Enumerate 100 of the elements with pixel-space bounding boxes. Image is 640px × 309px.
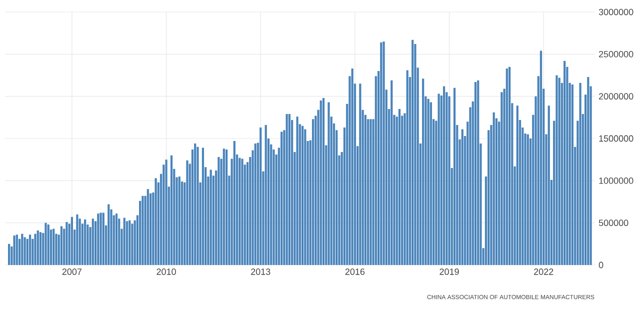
bar [328, 102, 330, 265]
bar [70, 216, 73, 265]
bar [123, 218, 126, 265]
bar [579, 82, 582, 265]
x-tick-label: 2022 [534, 268, 554, 275]
bar [100, 212, 102, 265]
bar [304, 129, 306, 265]
bar [571, 84, 574, 265]
bar [438, 94, 440, 265]
bar [226, 149, 228, 265]
bar [548, 106, 550, 265]
x-tick-label: 2007 [62, 268, 82, 275]
bar [196, 146, 199, 265]
y-tick-label: 2000000 [598, 93, 634, 100]
bar [500, 92, 503, 265]
bar [370, 119, 372, 265]
bar [254, 144, 256, 265]
bar [76, 214, 78, 265]
y-tick-label: 3000000 [598, 8, 634, 16]
bar [97, 214, 100, 265]
bar [8, 244, 10, 265]
bar [558, 78, 560, 265]
bar [264, 125, 267, 265]
bar [178, 176, 180, 265]
bar [102, 212, 104, 265]
bar [36, 230, 39, 265]
bar [202, 148, 204, 265]
bar [150, 193, 152, 265]
bar [26, 238, 28, 265]
bar [556, 75, 558, 265]
bar [461, 129, 464, 265]
bar [587, 76, 590, 265]
bar [390, 80, 393, 265]
bar [301, 126, 304, 265]
bar [238, 158, 241, 265]
bar [312, 119, 314, 265]
bar [508, 66, 511, 265]
bar [84, 219, 86, 265]
bar [146, 189, 149, 265]
bar [430, 102, 432, 265]
bar [564, 60, 566, 265]
bar [78, 218, 81, 265]
bar [47, 224, 50, 265]
bar [142, 196, 144, 265]
bar [398, 108, 401, 265]
y-tick-label: 1000000 [599, 177, 634, 184]
bar [516, 106, 518, 265]
bar [241, 158, 244, 265]
bar [359, 84, 362, 265]
y-tick-label: 500000 [598, 220, 628, 226]
bar [406, 70, 408, 265]
bar [526, 134, 529, 265]
bar [194, 144, 196, 265]
bar [492, 112, 495, 265]
y-tick-label: 1500000 [599, 135, 634, 142]
bar [260, 128, 262, 265]
bar [477, 80, 480, 265]
bar [320, 100, 322, 265]
bar [92, 218, 94, 265]
bar [351, 68, 354, 265]
bar [474, 82, 477, 265]
bar [24, 237, 26, 265]
bar [60, 226, 63, 265]
bar [412, 40, 414, 265]
bar [210, 170, 212, 265]
bar [170, 155, 173, 265]
bar [218, 157, 220, 265]
y-tick-label: 0 [598, 262, 604, 268]
bar [126, 221, 128, 265]
x-tick-label: 2010 [156, 268, 176, 275]
bar [21, 234, 24, 265]
bar [115, 214, 118, 265]
bar [165, 160, 168, 265]
bar [448, 96, 450, 265]
bar [128, 220, 131, 265]
bar [131, 224, 134, 265]
bar [28, 234, 32, 265]
bar [52, 228, 55, 265]
bar [13, 235, 16, 265]
bar [382, 42, 385, 265]
bar [233, 141, 236, 265]
bar [108, 204, 110, 265]
bar [442, 86, 446, 265]
y-tick-label: 2500000 [598, 50, 634, 58]
bar [66, 222, 68, 265]
bar [540, 50, 542, 265]
x-tick-label: 2013 [251, 268, 270, 275]
bar [380, 42, 382, 265]
bar [414, 44, 416, 265]
bar [286, 114, 288, 265]
bar [280, 132, 283, 265]
bar [288, 114, 290, 265]
bar [34, 234, 36, 265]
x-tick-label: 2019 [440, 268, 459, 275]
bar [367, 119, 370, 265]
bar [222, 148, 225, 265]
bar [16, 234, 18, 265]
bar [296, 116, 298, 265]
bar [506, 68, 508, 265]
bar [427, 98, 430, 265]
